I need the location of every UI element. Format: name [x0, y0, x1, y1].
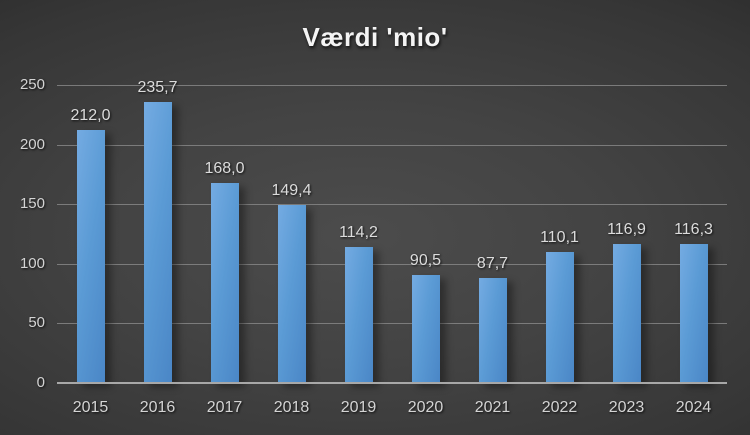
- x-tick-label-2017: 2017: [206, 399, 243, 416]
- bar-2017: [210, 182, 239, 383]
- value-label-2023: 116,9: [607, 220, 646, 238]
- value-label-2017: 168,0: [204, 159, 245, 177]
- value-label-2021: 87,7: [476, 255, 509, 273]
- bar-2024: [679, 244, 708, 383]
- chart-title: Værdi 'mio': [302, 22, 448, 52]
- x-tick-label-2021: 2021: [474, 399, 511, 416]
- y-tick-label-250: 250: [19, 76, 45, 93]
- gridline-250: [57, 85, 727, 86]
- x-tick-label-2024: 2024: [675, 399, 712, 416]
- x-tick-label-2018: 2018: [273, 399, 310, 416]
- gridline-50: [57, 323, 727, 325]
- x-axis: 2015 2016 2017 2018 2019 2020 2021 2022 2023 2024: [57, 397, 727, 423]
- gridline-100: [57, 263, 727, 265]
- bar-2020: [411, 275, 440, 383]
- bar-2018: [277, 204, 306, 383]
- x-tick-label-2023: 2023: [608, 399, 645, 416]
- value-label-2018: 149,4: [271, 181, 312, 199]
- bar-2016: [143, 102, 172, 383]
- bar-2023: [612, 243, 641, 383]
- y-tick-label-50: 50: [28, 314, 45, 332]
- value-label-2016: 235,7: [137, 79, 178, 97]
- x-tick-label-2020: 2020: [407, 399, 444, 416]
- value-label-2024: 116,3: [674, 221, 713, 239]
- gridline-200: [57, 144, 727, 146]
- x-tick-label-2019: 2019: [340, 399, 377, 416]
- bar-2015: [76, 130, 105, 383]
- y-tick-label-0: 0: [36, 374, 45, 391]
- bar-2021: [478, 278, 507, 383]
- value-label-2015: 212,0: [70, 107, 111, 125]
- gridline-150: [57, 204, 727, 206]
- x-tick-label-2015: 2015: [72, 399, 109, 416]
- plot-area: 212,0 235,7 168,0 149,4 114,2 90,5 87,7 110,1 11…: [57, 79, 727, 384]
- x-tick-label-2022: 2022: [541, 399, 578, 416]
- y-tick-label-150: 150: [19, 195, 45, 213]
- x-tick-label-2016: 2016: [139, 399, 176, 416]
- bar-2019: [344, 246, 373, 383]
- value-label-2022: 110,1: [540, 228, 579, 246]
- value-label-2020: 90,5: [409, 252, 442, 270]
- y-tick-label-100: 100: [19, 254, 45, 272]
- x-axis-line: [57, 382, 727, 384]
- bar-2022: [545, 251, 574, 383]
- y-tick-label-200: 200: [19, 135, 45, 153]
- value-label-2019: 114,2: [339, 223, 378, 241]
